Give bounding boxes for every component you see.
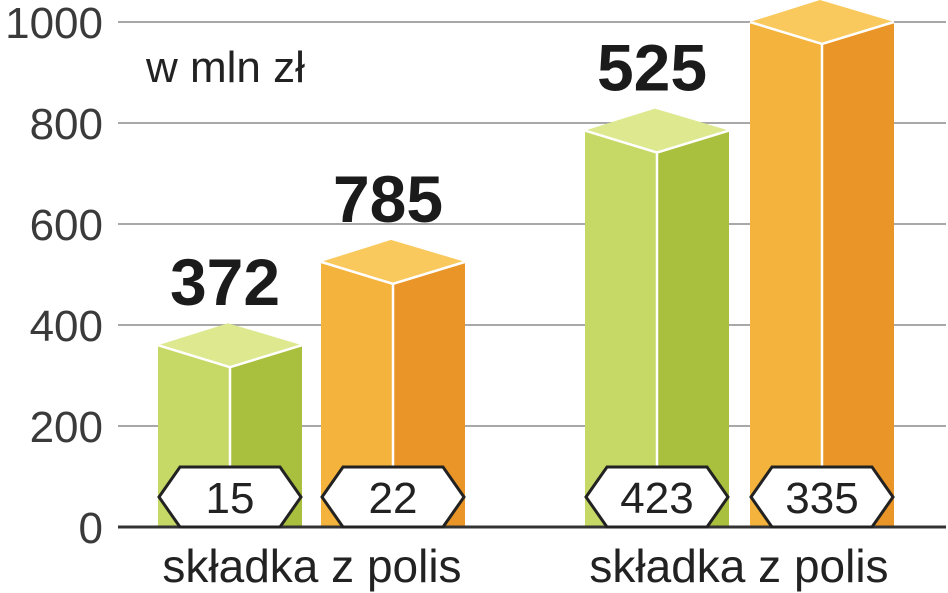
bar-badge: 335 <box>749 465 895 529</box>
y-tick-label: 800 <box>30 100 103 149</box>
bar-value-label: 785 <box>333 162 443 236</box>
bar-4 <box>749 0 895 527</box>
y-tick-label: 1000 <box>5 0 103 48</box>
y-tick-label: 0 <box>79 504 103 553</box>
bar-front-left-face <box>321 261 393 527</box>
bar-3 <box>584 108 730 527</box>
hexagon-badge-shape <box>584 465 730 529</box>
bar-badge: 22 <box>320 465 466 529</box>
bar-value-label: 372 <box>170 245 280 319</box>
bar-value-label: 525 <box>597 31 707 105</box>
bar-badge: 423 <box>584 465 730 529</box>
hexagon-badge-shape <box>320 465 466 529</box>
hexagon-badge-shape <box>157 465 303 529</box>
y-tick-label: 400 <box>30 302 103 351</box>
bar-front-right-face <box>657 130 729 527</box>
bar-badge-value: 15 <box>206 474 255 523</box>
bar-front-left-face <box>585 130 657 527</box>
bar-badge: 15 <box>157 465 303 529</box>
bar-front-right-face <box>822 22 894 527</box>
unit-label: w mln zł <box>145 43 305 92</box>
hexagon-badge-shape <box>749 465 895 529</box>
bar-front-left-face <box>750 22 822 527</box>
category-label: składka z polis <box>162 540 461 592</box>
bar-front-right-face <box>393 261 465 527</box>
y-tick-label: 200 <box>30 403 103 452</box>
bar-badge-value: 335 <box>785 474 858 523</box>
category-label: składka z polis <box>589 540 888 592</box>
bar-badge-value: 22 <box>369 474 418 523</box>
y-tick-label: 600 <box>30 201 103 250</box>
bar-2 <box>320 239 466 527</box>
bar-badge-value: 423 <box>620 474 693 523</box>
